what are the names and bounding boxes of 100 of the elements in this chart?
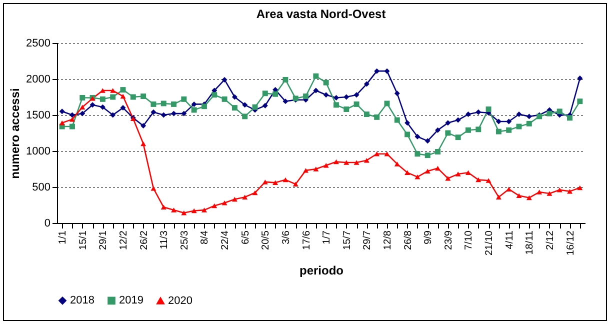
point — [374, 152, 380, 156]
x-tick-label: 23/9 — [443, 230, 454, 250]
point — [222, 76, 228, 82]
point — [567, 188, 573, 194]
point — [556, 188, 562, 192]
point — [424, 152, 430, 158]
point — [414, 151, 420, 157]
point — [344, 160, 350, 165]
point — [577, 76, 583, 82]
point — [282, 177, 288, 182]
point — [242, 114, 248, 120]
x-tick-label: 26/2 — [138, 230, 150, 250]
y-tick-label: 1500 — [26, 110, 50, 122]
point — [455, 117, 461, 123]
point — [526, 114, 532, 120]
point — [232, 105, 238, 111]
point — [140, 141, 146, 146]
point — [232, 196, 238, 202]
point — [394, 162, 400, 166]
point — [394, 90, 400, 96]
x-tick-label: 16/12 — [565, 230, 576, 256]
point — [516, 193, 522, 198]
x-tick-label: 22/4 — [220, 230, 232, 250]
point — [323, 92, 329, 98]
y-tick-label: 2000 — [26, 74, 50, 86]
point — [323, 80, 329, 86]
point — [313, 88, 319, 94]
point — [445, 130, 451, 136]
point — [496, 128, 502, 134]
point — [160, 204, 166, 210]
point — [80, 94, 86, 100]
point — [262, 180, 268, 184]
point — [90, 102, 96, 108]
point — [404, 132, 410, 138]
x-tick-label: 1/7 — [322, 230, 333, 244]
point — [364, 158, 370, 163]
point — [252, 104, 258, 110]
point — [354, 160, 360, 165]
point — [435, 127, 441, 133]
point — [59, 120, 65, 126]
point — [150, 186, 156, 191]
x-tick-label: 1/1 — [58, 230, 69, 244]
y-axis-title: numero accessi — [8, 88, 22, 179]
x-tick-label: 12/8 — [382, 230, 394, 250]
point — [374, 68, 380, 74]
point — [445, 120, 451, 126]
y-tick-label: 0 — [44, 218, 50, 230]
point — [354, 92, 360, 98]
point — [567, 115, 573, 121]
point — [465, 112, 471, 118]
point — [150, 109, 156, 115]
point — [384, 100, 390, 106]
point — [140, 123, 146, 129]
point — [262, 90, 268, 96]
point — [282, 76, 288, 82]
point — [160, 100, 166, 106]
point — [120, 105, 126, 111]
x-tick-label: 11/3 — [159, 230, 170, 250]
x-tick-label: 29/7 — [362, 230, 374, 250]
legend-label: 2018 — [70, 294, 94, 307]
point — [313, 73, 319, 79]
point — [414, 134, 420, 140]
x-tick-label: 15/7 — [342, 230, 353, 250]
x-tick-label: 3/6 — [280, 230, 292, 244]
x-tick-label: 21/10 — [484, 230, 496, 256]
x-tick-label: 15/1 — [78, 230, 89, 250]
x-tick-label: 8/4 — [200, 230, 211, 244]
x-tick-label: 9/9 — [423, 230, 434, 244]
x-tick-label: 18/11 — [524, 230, 536, 255]
point — [364, 81, 370, 87]
point — [516, 124, 522, 130]
point — [222, 200, 228, 206]
point — [424, 138, 430, 144]
x-tick-label: 12/2 — [118, 230, 130, 250]
point — [506, 127, 512, 133]
point — [465, 170, 471, 175]
point — [364, 112, 370, 118]
point — [181, 110, 187, 116]
point — [394, 117, 400, 123]
point — [424, 168, 430, 174]
point — [384, 152, 390, 156]
point — [496, 194, 502, 200]
point — [120, 94, 126, 99]
point — [486, 178, 492, 183]
y-tick-label: 500 — [32, 182, 50, 194]
point — [191, 107, 197, 113]
point — [69, 112, 75, 118]
point — [445, 176, 451, 181]
point — [476, 177, 482, 182]
point — [333, 94, 339, 100]
x-tick-label: 29/1 — [98, 230, 110, 250]
x-tick-label: 20/5 — [260, 230, 272, 250]
point — [476, 109, 482, 115]
point — [292, 182, 298, 186]
point — [526, 195, 532, 200]
point — [171, 208, 177, 212]
point — [323, 163, 329, 168]
point — [201, 208, 207, 212]
point — [110, 94, 116, 100]
point — [100, 96, 106, 102]
